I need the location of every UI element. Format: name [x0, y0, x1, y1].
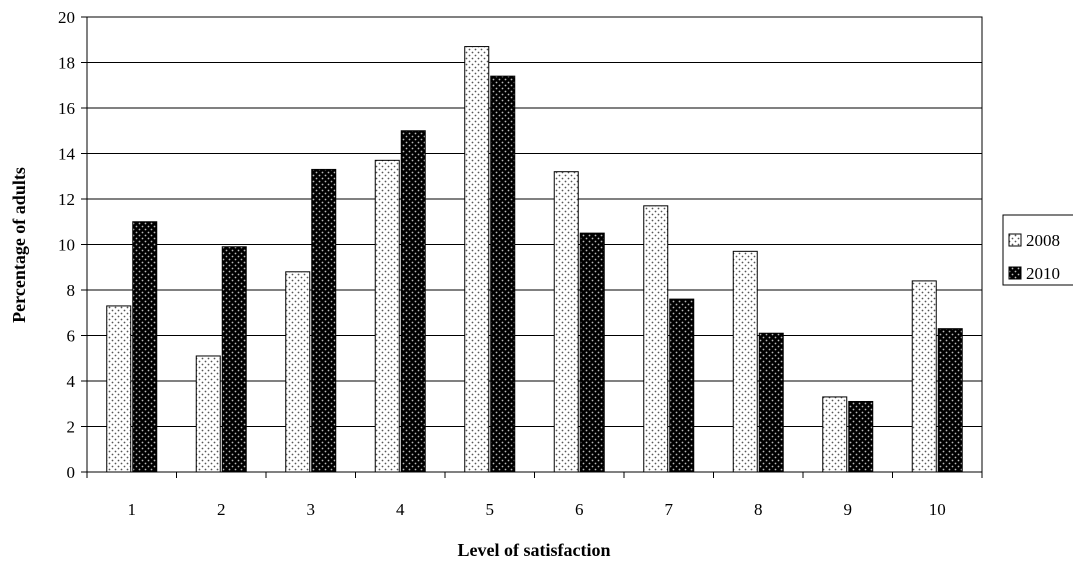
- bar-2008-3: [285, 271, 311, 473]
- bar-2010-2: [221, 246, 247, 473]
- y-tick-label: 0: [67, 463, 76, 482]
- bar-2008-10: [911, 280, 937, 473]
- bar-2008-7: [643, 205, 669, 473]
- bar-2010-9: [848, 400, 874, 473]
- x-tick-label: 1: [128, 500, 137, 519]
- y-tick-label: 6: [67, 327, 76, 346]
- x-tick-label: 7: [665, 500, 674, 519]
- y-axis-title: Percentage of adults: [9, 167, 29, 323]
- x-tick-label: 8: [754, 500, 763, 519]
- x-tick-label: 9: [844, 500, 853, 519]
- legend-label-2010: 2010: [1026, 264, 1060, 283]
- bar-2010-6: [579, 232, 605, 473]
- bar-2008-1: [106, 305, 132, 473]
- x-tick-label: 5: [486, 500, 495, 519]
- bar-2008-5: [464, 46, 490, 473]
- legend: 2008 2010: [1002, 214, 1073, 286]
- bar-2008-9: [822, 396, 848, 473]
- x-tick-label: 3: [307, 500, 316, 519]
- bars: [106, 46, 963, 473]
- x-axis-title: Level of satisfaction: [458, 540, 611, 560]
- axes: [81, 16, 983, 478]
- legend-label-2008: 2008: [1026, 231, 1060, 250]
- x-tick-label: 4: [396, 500, 405, 519]
- legend-swatch-2010: [1008, 266, 1022, 280]
- y-tick-label: 20: [58, 8, 75, 27]
- bar-2010-10: [937, 328, 963, 473]
- y-tick-label: 18: [58, 54, 75, 73]
- x-tick-label: 2: [217, 500, 226, 519]
- bar-2010-8: [758, 332, 784, 473]
- y-tick-label: 4: [67, 372, 76, 391]
- gridlines: [87, 16, 982, 427]
- bar-2010-3: [311, 168, 337, 473]
- legend-swatch-2008: [1008, 233, 1022, 247]
- y-tick-label: 12: [58, 190, 75, 209]
- x-tick-label: 6: [575, 500, 584, 519]
- bar-2008-8: [732, 250, 758, 473]
- bar-2010-1: [132, 221, 158, 473]
- y-tick-label: 16: [58, 99, 75, 118]
- y-tick-label: 8: [67, 281, 76, 300]
- bar-2008-2: [195, 355, 221, 473]
- x-tick-label: 10: [929, 500, 946, 519]
- bar-2010-4: [400, 130, 426, 473]
- y-tick-label: 14: [58, 145, 76, 164]
- bar-2010-5: [490, 75, 516, 473]
- bar-2008-4: [374, 159, 400, 473]
- bar-2010-7: [669, 298, 695, 473]
- bar-2008-6: [553, 171, 579, 473]
- y-tick-label: 10: [58, 236, 75, 255]
- y-tick-label: 2: [67, 418, 76, 437]
